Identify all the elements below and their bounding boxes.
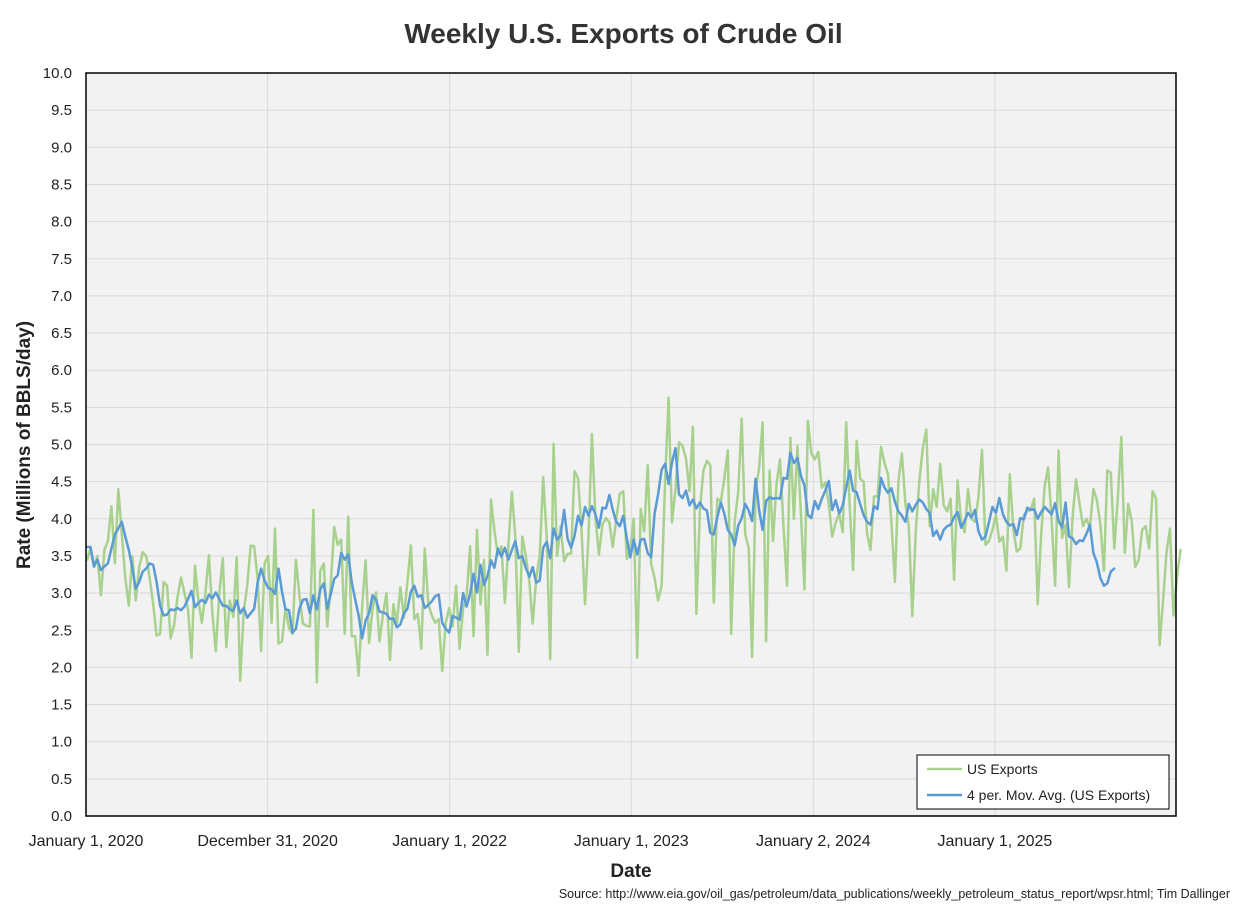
y-tick-label: 0.0 (51, 808, 72, 825)
y-axis-ticks: 0.0 0.5 1.0 1.5 2.0 2.5 3.0 3.5 4.0 4.5 5.0 5.5 6.0 6… (43, 65, 72, 825)
y-tick-label: 9.5 (51, 102, 72, 119)
y-axis-title: Rate (Millions of BBLS/day) (14, 321, 35, 569)
legend-label-moving-average: 4 per. Mov. Avg. (US Exports) (967, 787, 1150, 803)
legend-box (916, 754, 1170, 810)
x-tick-label: January 1, 2020 (29, 833, 144, 850)
y-tick-label: 0.5 (51, 771, 72, 788)
y-tick-label: 4.0 (51, 511, 72, 528)
x-tick-label: December 31, 2020 (197, 833, 338, 850)
source-note: Source: http://www.eia.gov/oil_gas/petro… (558, 887, 1230, 901)
y-tick-label: 1.5 (51, 697, 72, 714)
y-tick-label: 6.0 (51, 362, 72, 379)
x-tick-label: January 1, 2022 (392, 833, 507, 850)
plot-frame (85, 72, 1177, 817)
us-exports-line (85, 396, 1182, 684)
series-group (85, 396, 1182, 684)
y-tick-label: 7.0 (51, 288, 72, 305)
x-axis-ticks: January 1, 2020 December 31, 2020 January … (29, 833, 1053, 850)
x-tick-label: January 1, 2025 (938, 833, 1053, 850)
y-tick-label: 5.5 (51, 399, 72, 416)
y-tick-label: 1.0 (51, 734, 72, 751)
moving-average-line (85, 446, 1116, 640)
y-tick-label: 6.5 (51, 325, 72, 342)
y-tick-label: 5.0 (51, 437, 72, 454)
y-tick-label: 8.0 (51, 214, 72, 231)
y-tick-label: 7.5 (51, 251, 72, 268)
x-axis-title: Date (610, 861, 651, 882)
chart-title: Weekly U.S. Exports of Crude Oil (404, 18, 843, 49)
y-tick-label: 2.5 (51, 622, 72, 639)
y-tick-label: 8.5 (51, 176, 72, 193)
y-tick-label: 4.5 (51, 474, 72, 491)
y-tick-label: 3.5 (51, 548, 72, 565)
y-tick-label: 10.0 (43, 65, 72, 82)
legend-label-us-exports: US Exports (967, 761, 1038, 777)
x-tick-label: January 2, 2024 (756, 833, 871, 850)
x-tick-label: January 1, 2023 (574, 833, 689, 850)
legend: US Exports 4 per. Mov. Avg. (US Exports) (916, 754, 1170, 810)
y-tick-label: 3.0 (51, 585, 72, 602)
y-tick-label: 9.0 (51, 139, 72, 156)
y-tick-label: 2.0 (51, 659, 72, 676)
